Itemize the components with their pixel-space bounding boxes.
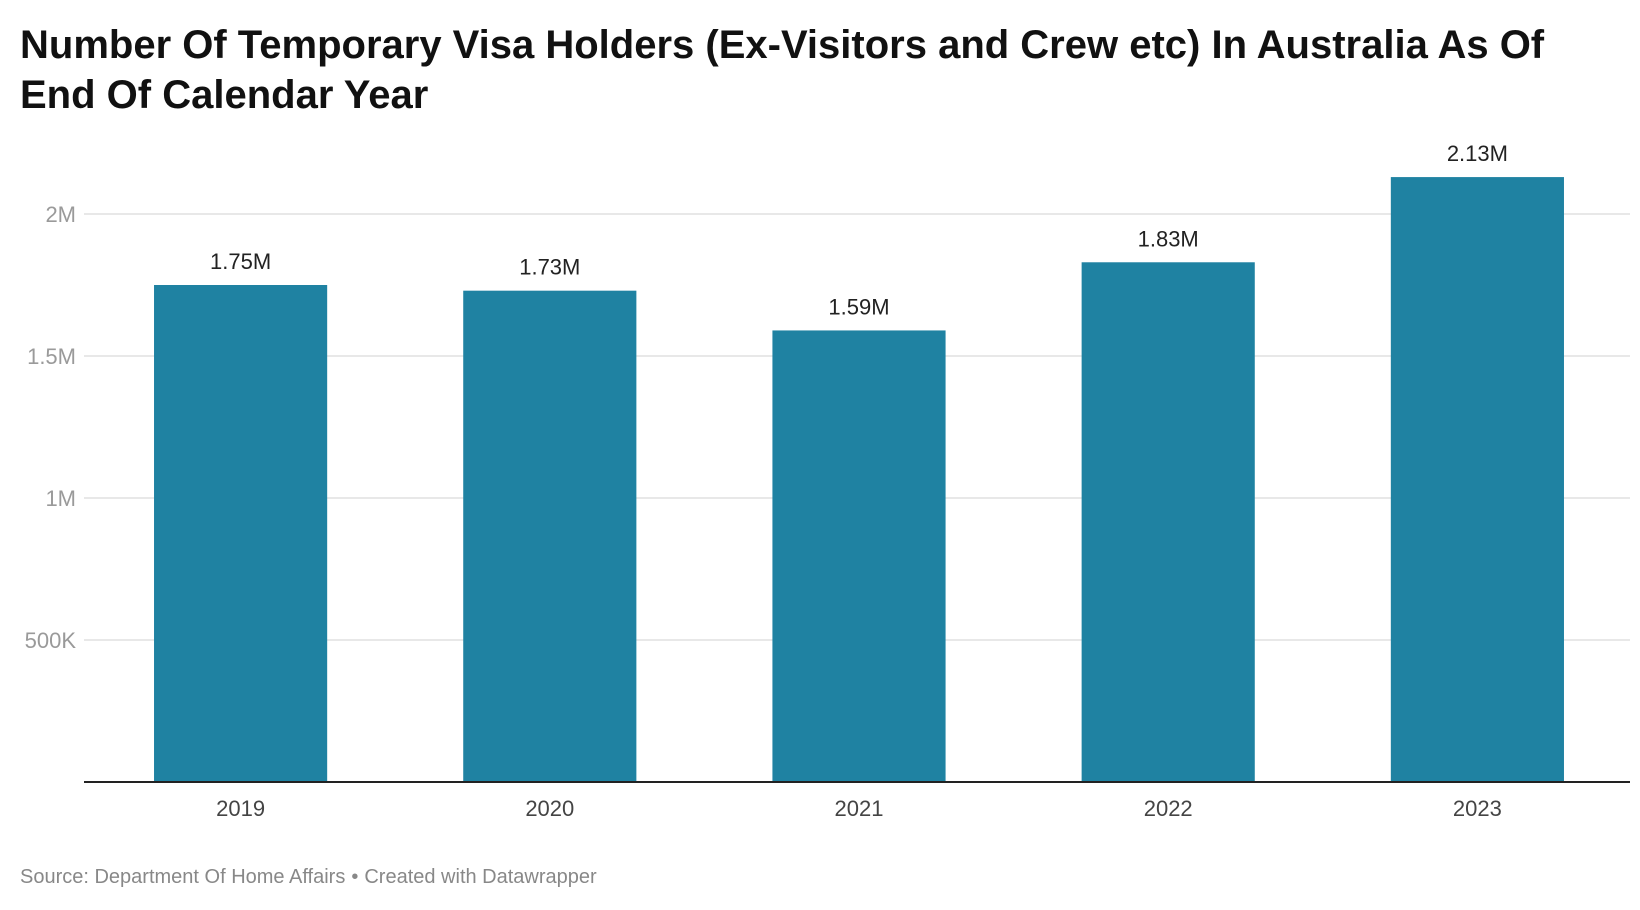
x-tick-label-2023: 2023 — [1453, 796, 1502, 821]
credit-note: Created with Datawrapper — [364, 866, 597, 888]
bar-2023 — [1390, 177, 1564, 782]
chart-title: Number Of Temporary Visa Holders (Ex-Vis… — [20, 23, 1545, 117]
data-label-2023: 2.13M — [1447, 141, 1508, 166]
x-tick-label-2020: 2020 — [525, 796, 574, 821]
bar-chart: 500K 1M 1.5M 2M 1.75M 1.73M 1.59M 1.83M 2.13M 2… — [25, 141, 1630, 821]
data-labels: 1.75M 1.73M 1.59M 1.83M 2.13M — [210, 141, 1508, 319]
x-tick-label-2021: 2021 — [835, 796, 884, 821]
data-label-2020: 1.73M — [519, 255, 580, 280]
data-label-2021: 1.59M — [828, 294, 889, 319]
y-tick-label: 2M — [45, 202, 76, 227]
y-tick-label: 1.5M — [27, 344, 76, 369]
x-tick-label-2022: 2022 — [1144, 796, 1193, 821]
bar-2021 — [772, 330, 946, 782]
x-axis-tick-labels: 2019 2020 2021 2022 2023 — [216, 796, 1502, 821]
bar-2020 — [463, 290, 637, 782]
data-label-2019: 1.75M — [210, 249, 271, 274]
y-tick-label: 500K — [25, 628, 77, 653]
footer: Source: Department Of Home Affairs • Creat… — [20, 866, 597, 889]
bar-2022 — [1081, 262, 1255, 782]
footer-separator: • — [351, 866, 359, 888]
bars — [154, 177, 1564, 782]
data-label-2022: 1.83M — [1138, 226, 1199, 251]
y-axis-tick-labels: 500K 1M 1.5M 2M — [25, 202, 77, 653]
x-tick-label-2019: 2019 — [216, 796, 265, 821]
bar-2019 — [154, 285, 328, 782]
y-tick-label: 1M — [45, 486, 76, 511]
source-note: Source: Department Of Home Affairs — [20, 866, 346, 888]
